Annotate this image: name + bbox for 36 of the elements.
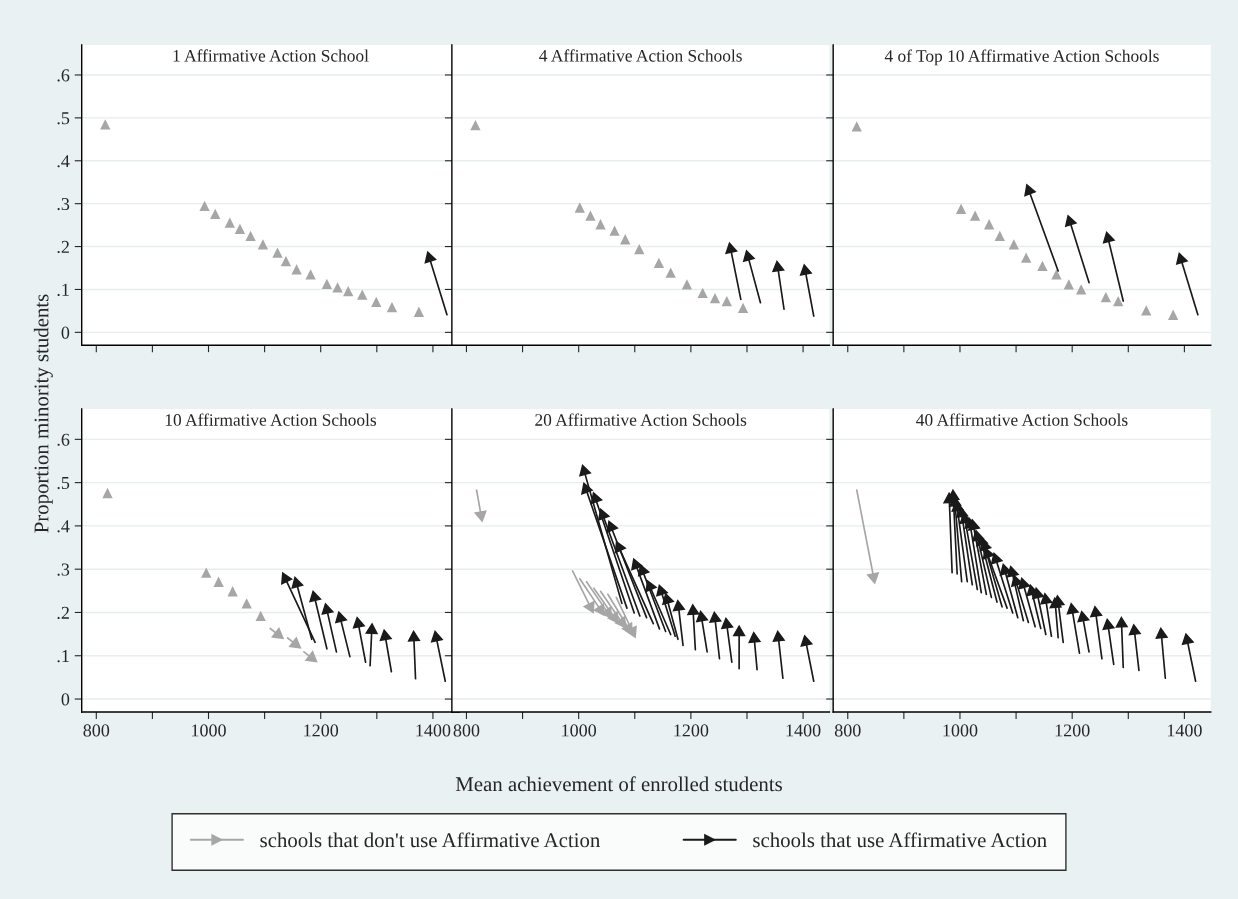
y-tick-label: .6 xyxy=(57,69,70,82)
x-tick-label: 800 xyxy=(834,724,861,737)
chart-title: 4 Affirmative Action Schools xyxy=(539,49,742,62)
x-tick-label: 1000 xyxy=(192,724,226,737)
chart-title: 10 Affirmative Action Schools xyxy=(165,413,377,426)
y-tick-label: .2 xyxy=(57,606,69,619)
x-tick-label: 1000 xyxy=(562,724,597,737)
legend-label: schools that use Affirmative Action xyxy=(753,832,1047,848)
x-tick-label: 1200 xyxy=(1055,724,1090,737)
y-tick-label: .2 xyxy=(57,240,69,254)
y-tick-label: .4 xyxy=(57,155,70,168)
y-tick-label: .5 xyxy=(57,477,70,490)
x-axis-title: Mean achievement of enrolled students xyxy=(455,776,782,792)
x-tick-label: 1400 xyxy=(1167,724,1202,737)
x-tick-label: 1400 xyxy=(416,724,451,737)
y-axis-title: Proportion minority students xyxy=(33,294,53,533)
y-tick-label: .3 xyxy=(57,197,70,211)
y-tick-label: .4 xyxy=(57,520,70,533)
chart-title: 1 Affirmative Action School xyxy=(173,49,369,62)
x-tick-label: 1000 xyxy=(943,724,978,737)
x-tick-label: 800 xyxy=(83,724,110,737)
legend-label: schools that don't use Affirmative Action xyxy=(260,832,601,848)
y-tick-label: 0 xyxy=(61,326,70,339)
chart-title: 40 Affirmative Action Schools xyxy=(916,413,1128,426)
y-tick-label: .1 xyxy=(57,283,69,296)
y-tick-label: .3 xyxy=(57,563,70,576)
chart-title: 20 Affirmative Action Schools xyxy=(535,413,747,426)
x-tick-label: 1400 xyxy=(786,724,821,737)
y-tick-label: 0 xyxy=(61,693,70,706)
x-tick-label: 800 xyxy=(453,724,480,737)
x-tick-label: 1200 xyxy=(304,724,339,737)
y-tick-label: .5 xyxy=(57,112,70,125)
chart-title: 4 of Top 10 Affirmative Action Schools xyxy=(884,49,1159,66)
x-tick-label: 1200 xyxy=(674,724,709,737)
y-tick-label: .6 xyxy=(57,433,70,446)
y-tick-label: .1 xyxy=(57,650,69,663)
